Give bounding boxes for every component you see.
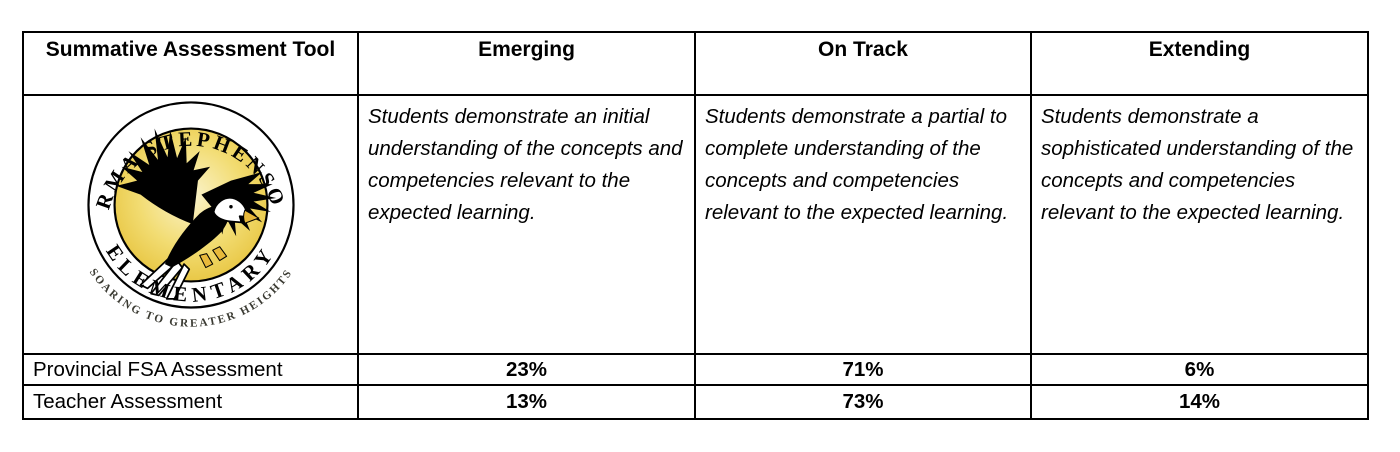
header-emerging: Emerging [357,31,696,96]
eagle-icon [115,128,276,300]
provincial-fsa-extending-value: 6% [1030,353,1369,386]
description-on-track: Students demonstrate a partial to comple… [694,94,1032,355]
summative-assessment-table: Summative Assessment Tool Emerging On Tr… [22,31,1369,420]
header-extending: Extending [1030,31,1369,96]
teacher-assessment-emerging-value: 13% [357,384,696,420]
provincial-fsa-on-track-value: 71% [694,353,1032,386]
row-label-teacher-assessment: Teacher Assessment [22,384,359,420]
teacher-assessment-on-track-value: 73% [694,384,1032,420]
header-on-track: On Track [694,31,1032,96]
header-summative-assessment-tool: Summative Assessment Tool [22,31,359,96]
description-emerging: Students demonstrate an initial understa… [357,94,696,355]
school-logo-cell: ERMA STEPHENSON ELEMENTARY SOARING TO GR… [22,94,359,355]
table-row: Teacher Assessment 13% 73% 14% [22,384,1369,420]
provincial-fsa-emerging-value: 23% [357,353,696,386]
teacher-assessment-extending-value: 14% [1030,384,1369,420]
description-row: ERMA STEPHENSON ELEMENTARY SOARING TO GR… [22,94,1369,355]
header-row: Summative Assessment Tool Emerging On Tr… [22,31,1369,96]
table-row: Provincial FSA Assessment 23% 71% 6% [22,353,1369,386]
eagle-eye [228,204,233,209]
description-extending: Students demonstrate a sophisticated und… [1030,94,1369,355]
row-label-provincial-fsa: Provincial FSA Assessment [22,353,359,386]
school-crest-logo: ERMA STEPHENSON ELEMENTARY SOARING TO GR… [51,97,295,330]
